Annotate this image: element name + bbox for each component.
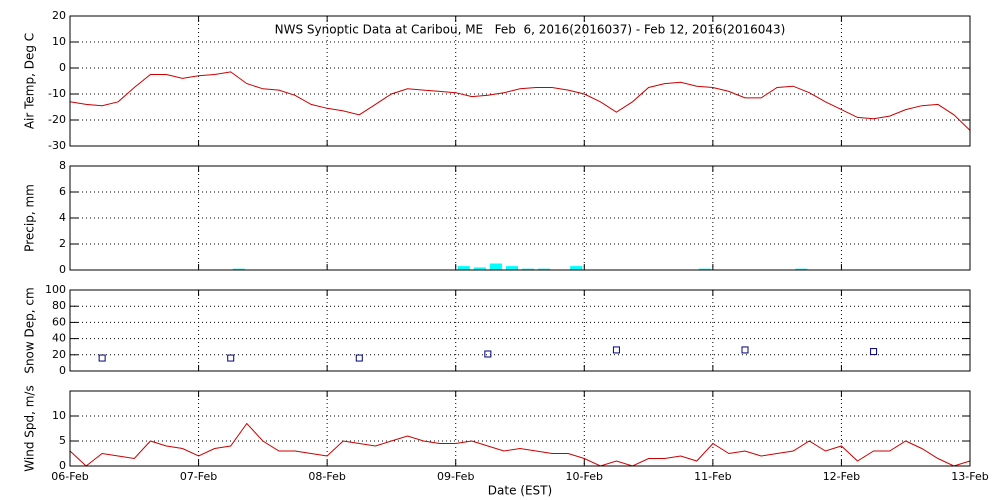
y-tick-label: 5 xyxy=(59,434,66,447)
y-tick-label: 40 xyxy=(52,332,66,345)
bar xyxy=(795,268,808,270)
y-tick-label: 10 xyxy=(52,409,66,422)
y-tick-label: 0 xyxy=(59,459,66,472)
y-tick-label: 60 xyxy=(52,315,66,328)
bar xyxy=(522,268,535,270)
x-tick-label: 12-Feb xyxy=(823,470,860,483)
point xyxy=(98,354,106,362)
plot-frame xyxy=(69,289,971,372)
y-tick-label: 10 xyxy=(52,35,66,48)
plot-frame xyxy=(69,390,971,467)
bar xyxy=(473,267,486,270)
line xyxy=(69,71,971,131)
y-tick-label: 20 xyxy=(52,348,66,361)
line xyxy=(69,422,971,467)
y-tick-label: 6 xyxy=(59,185,66,198)
y-axis-label: Air Temp, Deg C xyxy=(23,33,37,129)
y-tick-label: 0 xyxy=(59,364,66,377)
x-tick-label: 07-Feb xyxy=(180,470,217,483)
point xyxy=(484,350,492,358)
plot-frame xyxy=(69,15,971,147)
y-tick-label: 4 xyxy=(59,211,66,224)
y-tick-label: 100 xyxy=(45,283,66,296)
x-tick-label: 13-Feb xyxy=(951,470,988,483)
y-axis-label: Snow Dep, cm xyxy=(23,287,37,373)
bar xyxy=(232,268,245,270)
x-axis-label: Date (EST) xyxy=(488,484,552,498)
bar xyxy=(538,268,551,270)
point xyxy=(612,346,620,354)
x-tick-label: 09-Feb xyxy=(437,470,474,483)
chart-title: NWS Synoptic Data at Caribou, ME Feb 6, … xyxy=(275,23,786,37)
bar xyxy=(505,266,518,270)
y-axis-label: Wind Spd, m/s xyxy=(23,385,37,471)
y-axis-label: Precip, mm xyxy=(23,184,37,252)
y-tick-label: 0 xyxy=(59,61,66,74)
bar xyxy=(457,266,470,270)
y-tick-label: 20 xyxy=(52,9,66,22)
y-tick-label: 0 xyxy=(59,263,66,276)
y-tick-label: -10 xyxy=(48,87,66,100)
y-tick-label: -20 xyxy=(48,113,66,126)
x-tick-label: 06-Feb xyxy=(51,470,88,483)
point xyxy=(355,354,363,362)
y-tick-label: 2 xyxy=(59,237,66,250)
bar xyxy=(570,266,583,270)
point xyxy=(870,348,878,356)
plot-frame xyxy=(69,165,971,271)
x-tick-label: 11-Feb xyxy=(694,470,731,483)
x-tick-label: 08-Feb xyxy=(308,470,345,483)
bar xyxy=(489,263,502,270)
y-tick-label: -30 xyxy=(48,139,66,152)
x-tick-label: 10-Feb xyxy=(566,470,603,483)
point xyxy=(741,346,749,354)
y-tick-label: 80 xyxy=(52,299,66,312)
y-tick-label: 8 xyxy=(59,159,66,172)
point xyxy=(227,354,235,362)
bar xyxy=(698,268,711,270)
